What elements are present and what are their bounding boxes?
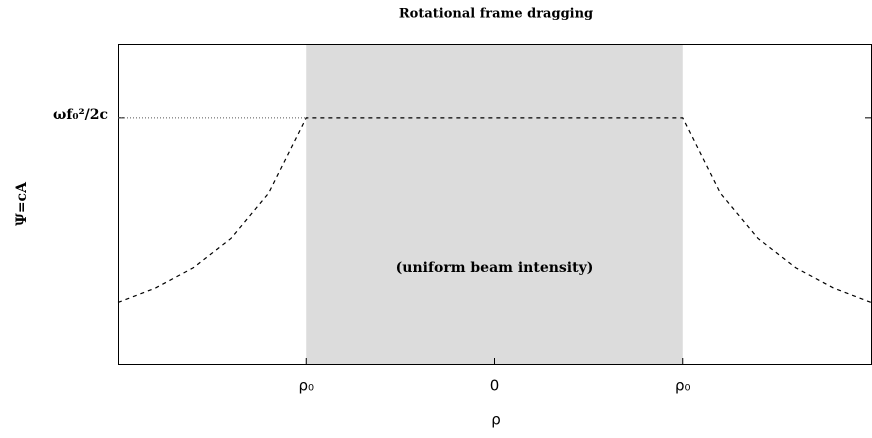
x-tick-label: ρ₀ xyxy=(675,377,691,395)
data-line xyxy=(117,117,872,304)
annotation: (uniform beam intensity) xyxy=(396,260,594,276)
x-tick-label: ρ₀ xyxy=(298,377,314,395)
y-axis-label: Ψ=cA xyxy=(14,181,30,226)
chart-title: Rotational frame dragging xyxy=(399,7,593,22)
y-tick-label: ωf₀²/2c xyxy=(53,107,108,123)
x-axis-label: ρ xyxy=(491,411,501,429)
shaded-region xyxy=(306,44,683,364)
x-tick-label: 0 xyxy=(490,377,500,395)
